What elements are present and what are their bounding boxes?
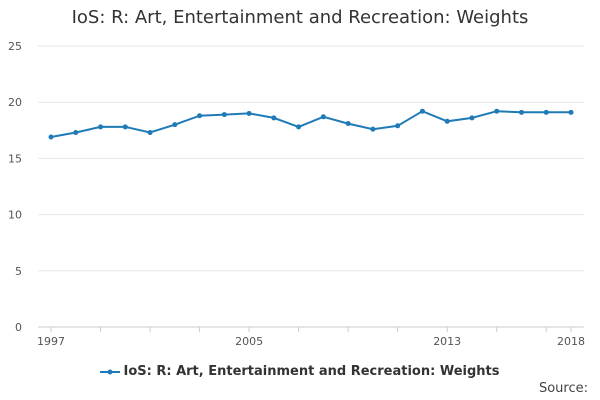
legend-line-marker [100,365,121,379]
data-point[interactable] [395,123,401,129]
y-tick-label: 0 [15,321,22,334]
legend[interactable]: IoS: R: Art, Entertainment and Recreatio… [0,364,600,379]
data-point[interactable] [48,134,54,140]
legend-label: IoS: R: Art, Entertainment and Recreatio… [123,364,500,379]
y-tick-label: 25 [8,40,22,53]
data-point[interactable] [221,112,227,118]
y-axis: 0 5 10 15 20 25 [8,40,22,334]
data-point[interactable] [172,122,178,128]
data-point[interactable] [197,113,203,119]
data-point[interactable] [271,115,277,121]
x-tick-label: 2005 [235,335,263,348]
source-label: Source: [538,381,588,396]
y-tick-label: 20 [8,96,22,109]
data-point[interactable] [345,121,351,127]
series-line [50,110,571,138]
data-point[interactable] [73,130,79,136]
series-group [48,108,574,140]
data-point[interactable] [98,124,104,130]
data-point[interactable] [543,109,549,115]
data-point[interactable] [147,130,153,136]
data-point[interactable] [296,124,302,130]
data-point[interactable] [494,108,500,114]
y-tick-label: 10 [8,209,22,222]
x-tick-label: 2018 [557,335,585,348]
data-point[interactable] [122,124,128,130]
y-tick-label: 15 [8,152,22,165]
data-point[interactable] [444,118,450,124]
data-point[interactable] [469,115,475,121]
data-point[interactable] [246,110,252,116]
data-point[interactable] [568,109,574,115]
grid-lines [38,45,584,272]
data-point[interactable] [419,108,425,114]
x-tick-label: 2013 [433,335,461,348]
y-tick-label: 5 [15,265,22,278]
data-point[interactable] [518,109,524,115]
x-axis: 1997 2005 2013 2018 [37,326,585,348]
x-tick-label: 1997 [37,335,65,348]
chart-title: IoS: R: Art, Entertainment and Recreatio… [71,7,529,28]
data-point[interactable] [320,114,326,120]
data-point[interactable] [370,126,376,132]
